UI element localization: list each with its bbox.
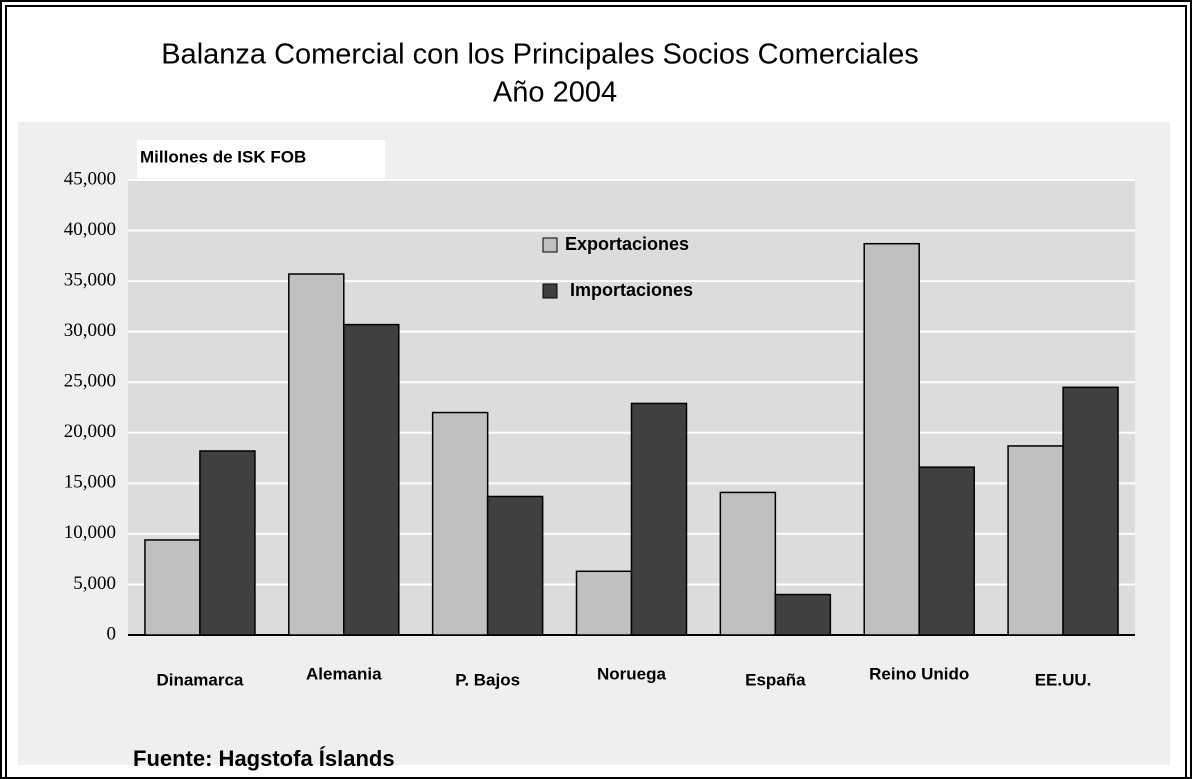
y-label-box bbox=[137, 140, 385, 178]
bar bbox=[1062, 386, 1119, 636]
bar bbox=[343, 323, 400, 636]
chart-title: Balanza Comercial con los Principales So… bbox=[161, 39, 919, 71]
bar bbox=[144, 539, 201, 636]
legend-label: Importaciones bbox=[570, 280, 693, 300]
y-tick-label: 40,000 bbox=[64, 219, 116, 240]
bar bbox=[918, 466, 975, 636]
bars bbox=[144, 242, 1119, 636]
bar bbox=[431, 411, 489, 636]
x-tick-label: Alemania bbox=[306, 664, 382, 683]
y-tick-label: 0 bbox=[107, 623, 117, 644]
bar bbox=[1007, 445, 1064, 636]
y-tick-label: 45,000 bbox=[64, 168, 116, 189]
y-tick-label: 15,000 bbox=[64, 472, 116, 493]
y-tick-label: 10,000 bbox=[64, 522, 116, 543]
y-tick-label: 30,000 bbox=[64, 320, 116, 341]
y-tick-label: 25,000 bbox=[64, 371, 116, 392]
source-note: Fuente: Hagstofa Íslands bbox=[133, 746, 395, 771]
bar bbox=[486, 495, 544, 636]
x-tick-label: P. Bajos bbox=[455, 670, 520, 689]
y-tick-label: 35,000 bbox=[64, 269, 116, 290]
x-tick-label: EE.UU. bbox=[1035, 670, 1092, 689]
y-tick-label: 5,000 bbox=[73, 573, 116, 594]
bar bbox=[575, 570, 633, 636]
x-tick-label: Noruega bbox=[597, 664, 667, 683]
x-tick-label: Reino Unido bbox=[869, 664, 969, 683]
y-tick-label: 20,000 bbox=[64, 421, 116, 442]
frame-inner bbox=[5, 5, 1187, 779]
labels: 0 5,000 10,000 15,000 20,000 25,000 30,000 35,0… bbox=[64, 168, 1092, 689]
x-tick-label: España bbox=[745, 670, 806, 689]
bar bbox=[719, 491, 777, 636]
bar bbox=[774, 593, 832, 636]
x-tick-label: Dinamarca bbox=[156, 670, 243, 689]
legend-swatch bbox=[542, 237, 558, 253]
bar bbox=[630, 402, 688, 636]
bar bbox=[863, 242, 920, 636]
legend-label: Exportaciones bbox=[565, 234, 689, 254]
chart-subtitle: Año 2004 bbox=[493, 77, 617, 109]
bar bbox=[199, 450, 256, 636]
legend-swatch bbox=[542, 283, 558, 299]
y-axis-label: Millones de ISK FOB bbox=[140, 147, 306, 166]
bar bbox=[288, 273, 345, 636]
